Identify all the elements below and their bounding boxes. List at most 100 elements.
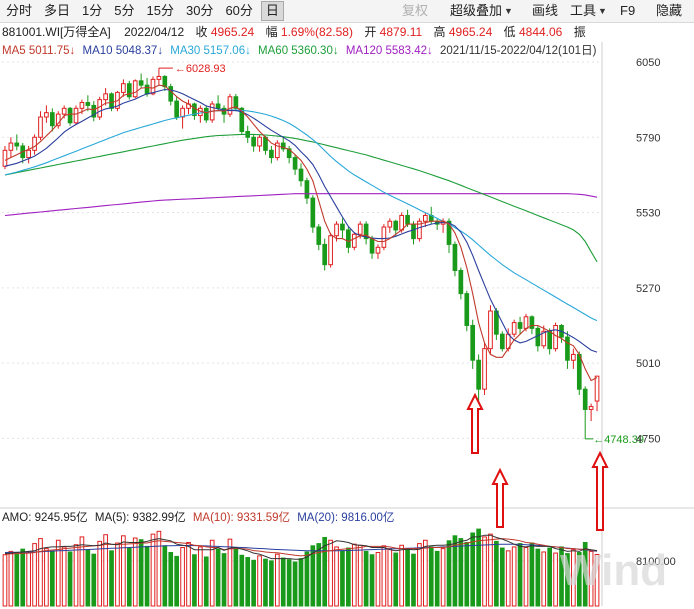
hide-button[interactable]: 隐藏 [656,3,683,18]
high-label: ←6028.93 [175,63,226,75]
fuquan-button[interactable]: 复权 [402,3,429,18]
candle-body [529,316,535,329]
volume-bar [263,558,268,607]
tab-60min[interactable]: 60分 [225,3,253,18]
volume-bar [582,541,588,607]
volume-bar [174,555,179,607]
candle-body [571,353,576,361]
candle-body [156,75,162,80]
volume-bar [198,546,203,607]
volume-bar [49,550,55,607]
quote-date: 2022/04/12 [124,25,185,39]
volume-bar [476,528,481,607]
volume-bar [269,560,274,607]
volume-bar [334,546,339,607]
ma30-line [4,109,598,322]
volume-bar [144,545,150,607]
high-label: 高 [433,25,446,39]
candle-body [251,136,256,147]
candle-body [298,168,304,182]
low-label: ←4748.39 [593,434,644,446]
ma120-line [4,193,598,217]
tab-15min[interactable]: 15分 [146,3,174,18]
tab-30min[interactable]: 30分 [185,3,214,18]
candle-body [126,83,132,98]
candle-body [482,348,487,390]
volume-bar [233,548,239,607]
volume-bar [482,536,487,607]
y-tick-label: 6050 [636,57,660,69]
f9-button[interactable]: F9 [620,3,636,18]
candle-body [32,136,37,151]
volume-bar [85,549,91,607]
tab-5min[interactable]: 5分 [114,3,135,18]
volume-bar [310,545,316,607]
volume-bar [162,545,168,607]
draw-line-button[interactable]: 画线 [532,3,559,18]
tools-button[interactable]: 工具 [570,3,597,18]
candle-body [138,80,144,86]
vol_ma20-line [4,543,598,553]
tab-intraday[interactable]: 分时 [6,3,33,18]
amo-ma5: MA(5): 9382.99亿 [94,512,186,524]
volume-bar [304,551,310,607]
volume-bar [499,547,505,607]
volume-bar [375,552,381,607]
candle-body [91,104,97,118]
volume-bar [470,532,476,607]
volume-bar [73,544,79,607]
candle-body [517,322,523,329]
volume-bar [274,553,280,607]
candle-body [535,327,541,347]
volume-bar [14,553,20,607]
candle-body [55,113,61,127]
ma-legend-bar: MA5 5011.75↓ MA10 5048.37↓ MA30 5157.06↓… [0,42,694,60]
candle-body [588,406,594,410]
close-label: 收 [195,25,208,39]
ma10-line [4,88,598,353]
low-value: 4844.06 [518,25,563,39]
volume-bar [109,550,114,607]
candle-body [476,359,481,390]
volume-bar [363,550,369,607]
volume-bar [440,548,446,607]
volume-bar [565,553,570,607]
candle-body [523,316,529,329]
volume-bar [186,541,191,607]
volume-bar [340,550,345,607]
volume-bar [180,547,185,607]
candle-body [310,197,316,228]
tab-multi-day[interactable]: 多日 [44,3,71,18]
candle-body [121,83,126,93]
candle-body [375,246,381,254]
candle-body [328,235,333,266]
volume-bar [298,558,304,607]
amo-ma20: MA(20): 9816.00亿 [297,512,395,524]
volume-bar [97,540,103,607]
amo-ma10: MA(10): 9331.59亿 [192,512,290,524]
super-overlay-button[interactable]: 超级叠加 [450,3,503,18]
candle-body [511,322,517,335]
candle-body [144,84,150,95]
candle-body [203,107,209,121]
tab-1min[interactable]: 1分 [82,3,103,18]
volume-bar [488,533,493,607]
volume-bar [458,538,464,607]
candle-body [316,226,322,245]
candle-body [393,220,399,231]
candle-body [399,214,404,231]
volume-bar [67,551,73,607]
dropdown-arrow-icon[interactable]: ▼ [504,6,513,16]
volume-bar [132,537,138,607]
candle-body [215,103,221,109]
candle-body [162,75,168,88]
candle-body [73,107,79,124]
volume-bar [588,550,594,607]
candle-body [334,223,339,237]
tab-daily[interactable]: 日 [260,1,284,21]
candle-body [227,96,233,115]
tools-dropdown-icon[interactable]: ▼ [598,6,607,16]
volume-bar [322,536,328,607]
y-tick-label: 5270 [636,283,660,295]
